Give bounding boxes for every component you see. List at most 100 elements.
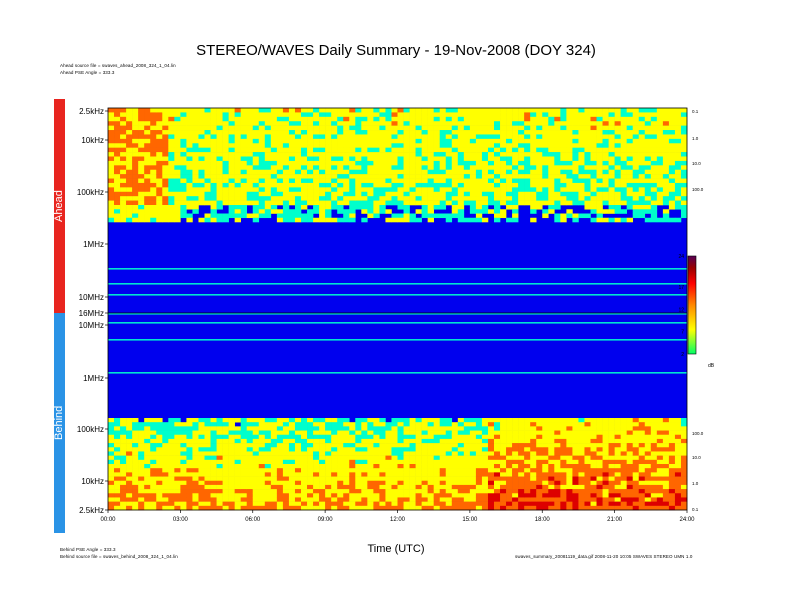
ahead-cell	[138, 121, 145, 126]
ahead-cell	[108, 169, 115, 175]
behind-cell	[264, 497, 272, 502]
behind-cell	[590, 426, 597, 431]
behind-cell	[500, 489, 507, 494]
ahead-cell	[524, 191, 531, 197]
ahead-cell	[385, 196, 392, 201]
behind-cell	[150, 484, 157, 490]
ahead-cell	[518, 187, 525, 193]
ahead-cell	[228, 143, 235, 148]
ahead-cell	[144, 196, 151, 201]
ahead-cell	[481, 191, 489, 197]
behind-cell	[174, 480, 181, 486]
ahead-cell	[560, 130, 567, 135]
behind-cell	[355, 468, 362, 473]
ahead-cell	[403, 205, 410, 210]
colorbar	[687, 255, 697, 355]
behind-cell	[680, 493, 688, 498]
xtick-label: 09:00	[318, 517, 334, 523]
ahead-cell	[536, 191, 543, 197]
behind-cell	[481, 451, 489, 456]
ahead-cell	[367, 152, 374, 157]
ahead-cell	[662, 134, 670, 140]
ahead-cell	[138, 160, 145, 166]
ahead-cell	[162, 160, 169, 166]
behind-cell	[162, 422, 169, 427]
ahead-cell	[114, 147, 121, 153]
ahead-cell	[288, 174, 296, 179]
ahead-cell	[349, 138, 356, 144]
ahead-cell	[421, 160, 428, 166]
behind-cell	[379, 451, 386, 456]
behind-cell	[626, 468, 634, 473]
behind-cell	[373, 472, 380, 477]
ahead-cell	[494, 147, 501, 153]
ahead-cell	[391, 147, 398, 153]
ahead-cell	[228, 121, 235, 126]
behind-cell	[301, 484, 308, 490]
behind-cell	[560, 464, 567, 469]
ahead-cell	[361, 116, 368, 122]
ahead-cell	[264, 174, 272, 179]
behind-cell	[421, 422, 428, 427]
behind-cell	[276, 464, 284, 469]
ahead-cell	[602, 143, 609, 148]
ahead-cell	[439, 147, 447, 153]
ahead-cell	[662, 108, 670, 113]
ahead-cell	[620, 169, 627, 175]
behind-cell	[596, 493, 603, 498]
behind-cell	[596, 438, 603, 444]
behind-cell	[560, 489, 567, 494]
ahead-cell	[608, 121, 615, 126]
ahead-cell	[240, 213, 248, 219]
ahead-cell	[506, 196, 513, 201]
behind-cell	[439, 497, 447, 502]
ahead-cell	[144, 169, 151, 175]
ahead-cell	[590, 130, 597, 135]
behind-cell	[282, 497, 290, 502]
ahead-cell	[548, 182, 555, 188]
ahead-cell	[524, 125, 531, 131]
ahead-cell	[294, 160, 302, 166]
ahead-cell	[433, 134, 441, 140]
ahead-cell	[150, 169, 157, 175]
ahead-cell	[234, 187, 241, 193]
ahead-cell	[373, 182, 380, 188]
ahead-cell	[512, 165, 519, 171]
behind-cell	[246, 472, 254, 477]
ahead-cell	[596, 200, 603, 206]
ahead-cell	[578, 178, 585, 184]
ahead-cell	[138, 138, 145, 144]
ahead-cell	[361, 174, 368, 179]
ahead-cell	[680, 143, 688, 148]
behind-cell	[126, 438, 133, 444]
ahead-cell	[349, 152, 356, 157]
ahead-cell	[457, 134, 465, 140]
behind-cell	[108, 480, 115, 486]
behind-cell	[138, 464, 145, 469]
behind-cell	[524, 451, 531, 456]
ahead-cell	[210, 143, 217, 148]
behind-cell	[433, 451, 441, 456]
behind-cell	[373, 459, 380, 465]
behind-cell	[602, 480, 609, 486]
ahead-cell	[325, 147, 332, 153]
ahead-cell	[560, 134, 567, 140]
ahead-cell	[210, 152, 217, 157]
behind-cell	[626, 438, 634, 444]
behind-cell	[379, 422, 386, 427]
ahead-cell	[355, 138, 362, 144]
ahead-cell	[397, 134, 404, 140]
behind-cell	[246, 438, 254, 444]
ahead-cell	[656, 187, 664, 193]
behind-cell	[222, 489, 229, 494]
behind-cell	[530, 430, 537, 436]
behind-cell	[457, 480, 465, 486]
ahead-cell	[216, 217, 223, 223]
ahead-cell	[439, 116, 447, 122]
behind-cell	[656, 484, 664, 490]
ahead-cell	[554, 156, 561, 162]
ahead-cell	[186, 125, 193, 131]
behind-cell	[204, 497, 211, 502]
ahead-cell	[475, 121, 483, 126]
ahead-cell	[427, 108, 434, 113]
